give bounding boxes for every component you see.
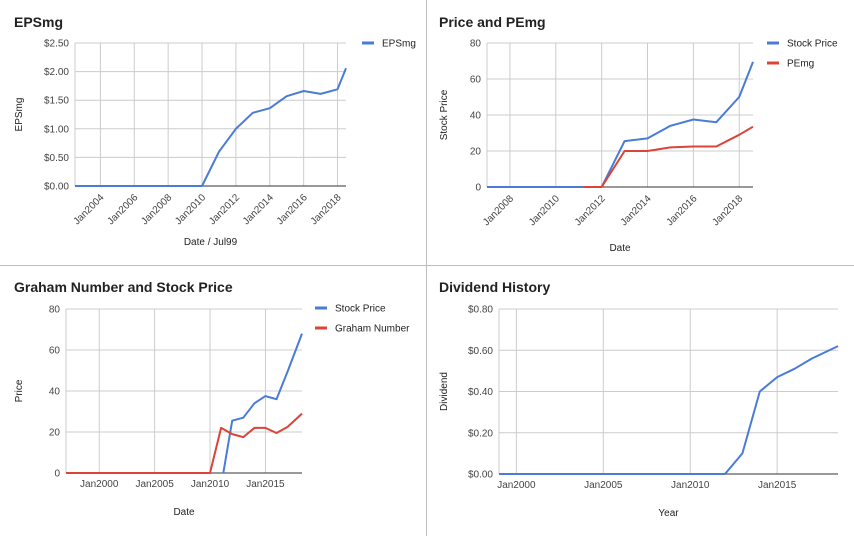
x-tick-label: Jan2016: [275, 192, 310, 227]
y-tick-label: $0.20: [468, 428, 493, 439]
legend-swatch: [315, 306, 327, 310]
chart-title: Graham Number and Stock Price: [14, 279, 233, 295]
y-axis-label: Stock Price: [439, 89, 450, 140]
y-tick-label: $0.80: [468, 305, 493, 316]
x-tick-label: Jan2014: [241, 192, 276, 227]
panel-divider-horizontal: [0, 265, 854, 266]
x-tick-label: Jan2006: [105, 192, 140, 227]
x-tick-label: Jan2015: [246, 479, 285, 490]
y-tick-label: 0: [475, 183, 481, 194]
chart-panel-epsmg: EPSmg $0.00 $0.50 $1.00 $1.50 $2.00 $2.50 Jan20…: [0, 0, 426, 265]
y-tick-label: 40: [470, 111, 482, 122]
y-tick-label: $0.00: [468, 470, 493, 481]
chart-panel-graham: Graham Number and Stock Price 0 20 40 60 80 Ja…: [0, 266, 426, 536]
x-tick-label: Jan2010: [173, 192, 208, 227]
x-tick-label: Jan2012: [207, 192, 242, 227]
x-tick-label: Jan2014: [619, 193, 654, 228]
y-tick-label: 80: [49, 305, 61, 316]
chart-panel-dividend: Dividend History $0.00 $0.20 $0.40 $0.60 $0.8…: [427, 266, 854, 536]
y-tick-label: 20: [470, 147, 482, 158]
chart-title: Dividend History: [439, 279, 550, 295]
x-tick-label: Jan2004: [72, 192, 107, 227]
chart-panel-price-pemg: Price and PEmg 0 20 40 60 80 Jan2008 Jan2010 Jan…: [427, 0, 854, 265]
x-tick-label: Jan2008: [481, 193, 516, 228]
chart-title: Price and PEmg: [439, 14, 546, 30]
x-axis-label: Date: [609, 243, 631, 254]
legend-swatch: [362, 41, 374, 45]
series-line-pemg: [583, 125, 754, 188]
legend-label: PEmg: [787, 59, 814, 70]
chart-title: EPSmg: [14, 14, 63, 30]
chart-svg: Price and PEmg 0 20 40 60 80 Jan2008 Jan2010 Jan…: [439, 14, 838, 254]
x-axis-label: Date / Jul99: [184, 237, 238, 248]
x-tick-label: Jan2000: [497, 480, 536, 491]
y-tick-label: $2.00: [44, 67, 69, 78]
y-axis-label: Price: [14, 379, 25, 402]
series-line-stock-price: [222, 333, 303, 474]
series-line-graham-number: [66, 412, 303, 474]
legend-swatch: [767, 61, 779, 65]
x-axis-label: Date: [173, 507, 195, 518]
y-tick-label: 40: [49, 387, 61, 398]
legend-label: EPSmg: [382, 39, 416, 50]
legend-swatch: [315, 326, 327, 330]
panel-divider-vertical: [426, 0, 427, 536]
x-tick-label: Jan2010: [527, 193, 562, 228]
y-tick-label: 80: [470, 39, 482, 50]
series-line-dividend: [499, 345, 839, 475]
x-tick-label: Jan2012: [573, 193, 608, 228]
y-tick-label: $0.60: [468, 346, 493, 357]
y-tick-label: 20: [49, 428, 61, 439]
series-line-epsmg: [75, 67, 347, 187]
y-tick-label: $2.50: [44, 39, 69, 50]
y-tick-label: 60: [49, 346, 61, 357]
x-tick-label: Jan2018: [710, 193, 745, 228]
x-tick-label: Jan2010: [191, 479, 230, 490]
y-axis-label: Dividend: [439, 372, 450, 411]
x-tick-label: Jan2010: [671, 480, 710, 491]
legend-label: Stock Price: [787, 39, 838, 50]
x-tick-label: Jan2008: [139, 192, 174, 227]
y-tick-label: 60: [470, 75, 482, 86]
y-tick-label: $0.00: [44, 182, 69, 193]
x-tick-label: Jan2016: [665, 193, 700, 228]
x-tick-label: Jan2015: [758, 480, 797, 491]
x-tick-label: Jan2018: [309, 192, 344, 227]
chart-svg: EPSmg $0.00 $0.50 $1.00 $1.50 $2.00 $2.50 Jan20…: [14, 14, 416, 248]
legend-swatch: [767, 41, 779, 45]
legend-label: Stock Price: [335, 304, 386, 315]
legend-label: Graham Number: [335, 324, 410, 335]
y-axis-label: EPSmg: [14, 98, 25, 132]
x-axis-label: Year: [658, 508, 679, 519]
chart-svg: Dividend History $0.00 $0.20 $0.40 $0.60 $0.8…: [439, 279, 839, 519]
x-tick-label: Jan2005: [135, 479, 174, 490]
y-tick-label: $1.00: [44, 124, 69, 135]
y-tick-label: $0.40: [468, 387, 493, 398]
x-tick-label: Jan2000: [80, 479, 119, 490]
series-line-stock-price: [487, 61, 754, 188]
y-tick-label: $1.50: [44, 96, 69, 107]
x-tick-label: Jan2005: [584, 480, 623, 491]
y-tick-label: $0.50: [44, 153, 69, 164]
y-tick-label: 0: [54, 469, 60, 480]
chart-svg: Graham Number and Stock Price 0 20 40 60 80 Ja…: [14, 279, 410, 518]
